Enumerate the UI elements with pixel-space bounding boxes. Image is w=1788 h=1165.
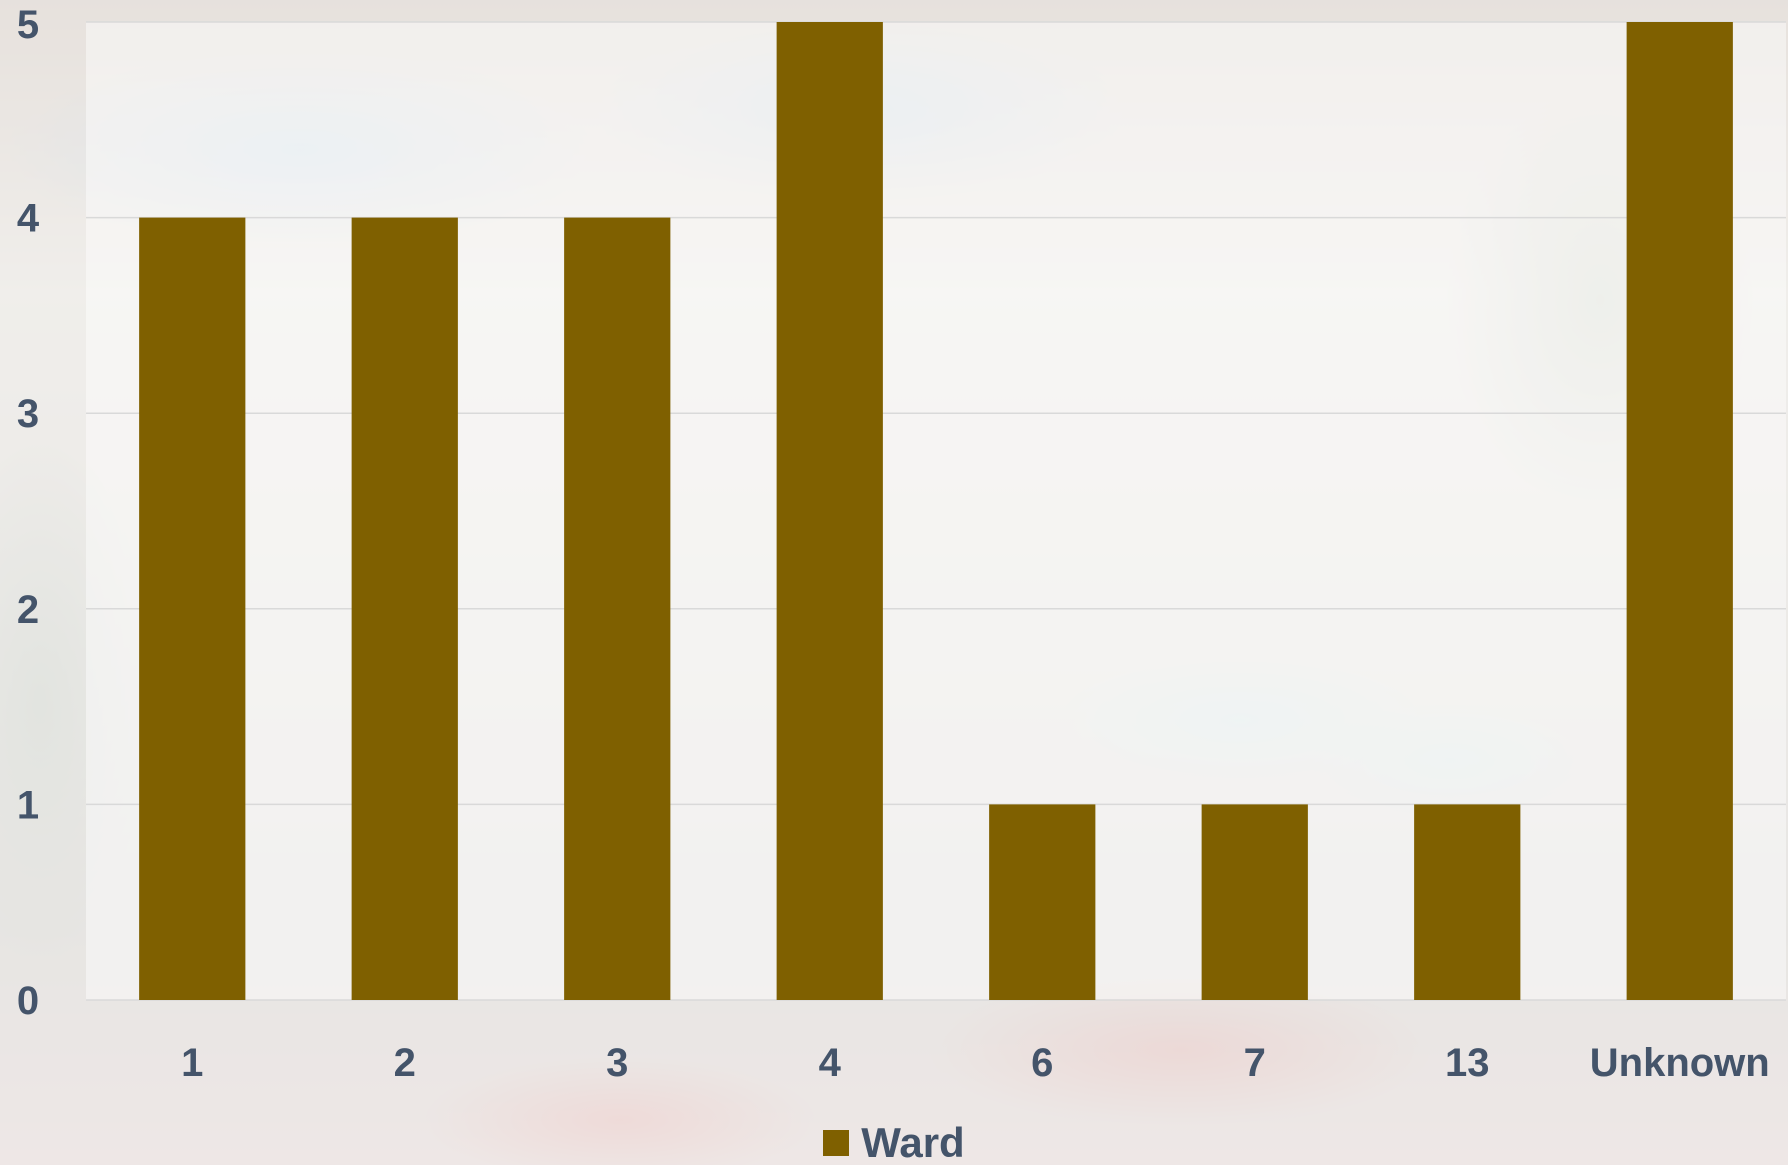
legend: Ward bbox=[0, 1118, 1788, 1165]
x-tick-label: 2 bbox=[394, 1041, 416, 1085]
x-tick-label: Unknown bbox=[1590, 1041, 1770, 1085]
y-tick-label: 4 bbox=[17, 197, 40, 241]
bars bbox=[139, 22, 1733, 1001]
x-tick-label: 7 bbox=[1244, 1041, 1266, 1085]
bar-4 bbox=[776, 22, 883, 1000]
gridlines bbox=[86, 21, 1786, 1001]
x-axis-ticks: 1 2 3 4 6 7 13 Unknown bbox=[181, 1041, 1770, 1085]
bar-unknown bbox=[1626, 22, 1733, 1000]
y-tick-label: 0 bbox=[17, 979, 39, 1023]
bar-2 bbox=[351, 217, 458, 1001]
legend-swatch bbox=[823, 1130, 850, 1156]
bar-13 bbox=[1414, 804, 1521, 1000]
bar-3 bbox=[564, 217, 671, 1001]
y-tick-label: 1 bbox=[17, 783, 39, 827]
bar-1 bbox=[139, 217, 246, 1001]
y-tick-label: 3 bbox=[17, 392, 39, 436]
y-axis-ticks: 0 1 2 3 4 5 bbox=[17, 3, 40, 1023]
x-tick-label: 6 bbox=[1031, 1041, 1053, 1085]
bar-6 bbox=[989, 804, 1096, 1000]
y-tick-label: 2 bbox=[17, 588, 39, 632]
y-tick-label: 5 bbox=[17, 3, 39, 47]
legend-label: Ward bbox=[861, 1119, 965, 1165]
bar-7 bbox=[1201, 804, 1308, 1000]
x-tick-label: 3 bbox=[606, 1041, 628, 1085]
x-tick-label: 1 bbox=[181, 1041, 203, 1085]
x-tick-label: 4 bbox=[819, 1041, 842, 1085]
x-tick-label: 13 bbox=[1445, 1041, 1490, 1085]
